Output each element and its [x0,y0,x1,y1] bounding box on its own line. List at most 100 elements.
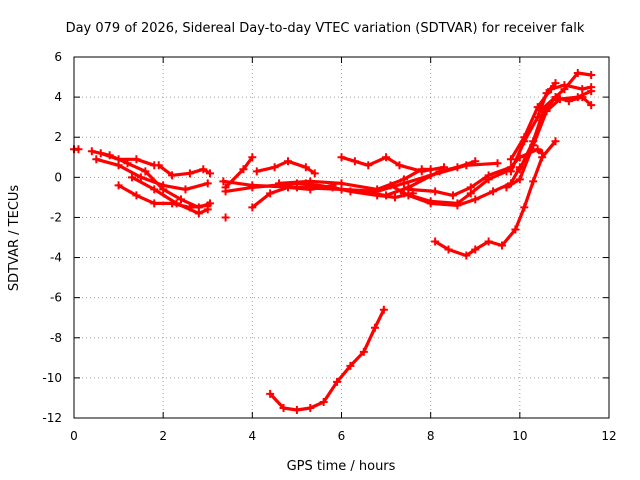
series-arc-8 [221,213,230,222]
data-point-marker [248,183,257,192]
y-tick-label: -6 [50,291,62,305]
data-point-marker [359,347,368,356]
data-point-marker [515,175,524,184]
data-point-marker [587,83,596,92]
data-point-marker [471,157,480,166]
data-point-marker [87,147,96,156]
data-point-marker [399,189,408,198]
data-point-marker [219,177,228,186]
data-point-marker [284,183,292,192]
x-tick-label: 8 [427,429,435,443]
data-point-marker [448,191,457,200]
data-point-marker [319,397,328,406]
series-arc-4 [96,149,159,170]
series-arc-19 [404,163,515,200]
data-point-marker [132,191,141,200]
y-tick-label: -2 [50,210,62,224]
data-point-marker [172,199,181,208]
data-point-marker [252,167,261,176]
data-point-marker [159,181,168,190]
data-point-marker [587,101,596,110]
data-point-marker [333,377,342,386]
data-point-marker [404,185,413,194]
series-arc-10 [219,159,502,196]
data-point-marker [266,189,275,198]
data-point-marker [136,173,145,182]
data-point-marker [337,153,346,162]
data-point-marker [199,165,208,174]
data-point-marker [551,79,560,88]
data-point-marker [74,145,83,154]
data-point-marker [453,199,462,208]
data-point-marker [275,179,284,188]
data-point-marker [301,163,310,172]
data-point-marker [529,177,538,186]
series-arc-26 [266,305,388,414]
data-point-marker [573,69,582,78]
data-point-marker [426,197,435,206]
x-tick-label: 4 [249,429,257,443]
data-point-marker [578,93,587,102]
data-point-marker [551,93,560,102]
y-tick-label: 4 [54,90,62,104]
x-axis-label: GPS time / hours [287,459,396,474]
x-tick-label: 10 [512,429,527,443]
y-tick-label: -4 [50,251,62,265]
data-point-marker [154,161,163,170]
data-point-marker [498,241,506,250]
data-point-marker [578,85,587,94]
data-point-marker [194,209,203,218]
data-point-marker [417,167,426,176]
data-point-marker [141,167,150,176]
data-point-marker [453,163,462,172]
series-arc-23 [538,69,596,114]
data-point-marker [520,137,529,146]
data-point-marker [284,157,292,166]
data-point-marker [560,85,569,94]
data-point-marker [462,251,471,260]
data-series [70,69,596,414]
data-point-marker [431,237,440,246]
data-point-marker [205,169,214,178]
data-point-marker [440,163,449,172]
data-point-marker [506,167,515,176]
data-point-marker [373,185,382,194]
data-point-marker [551,137,560,146]
data-point-marker [502,183,511,192]
data-point-marker [346,187,355,196]
series-arc-1 [70,145,83,154]
data-point-marker [239,165,248,174]
data-point-marker [132,155,141,164]
series-trace [250,183,335,209]
data-point-marker [177,195,185,204]
y-tick-label: -8 [50,331,62,345]
data-point-marker [114,181,123,190]
data-point-marker [203,179,212,188]
y-tick-label: 6 [54,50,62,64]
series-trace [509,81,558,173]
data-point-marker [248,153,257,162]
series-arc-16 [337,153,449,176]
data-point-marker [337,179,346,188]
data-point-marker [92,155,101,164]
data-point-marker [168,171,177,180]
x-tick-label: 0 [70,429,78,443]
data-point-marker [150,199,159,208]
data-point-marker [150,185,159,194]
data-point-marker [431,187,440,196]
series-arc-13 [252,157,319,178]
data-point-marker [538,153,547,162]
data-point-marker [506,155,515,164]
data-point-marker [114,155,123,164]
y-tick-label: -12 [42,411,62,425]
y-tick-label: -10 [42,371,62,385]
data-point-marker [395,161,404,170]
data-point-marker [379,305,388,314]
series-arc-6 [127,173,212,218]
data-point-marker [346,361,355,370]
data-point-marker [292,405,301,414]
data-point-marker [466,183,475,192]
data-point-marker [185,169,194,178]
data-point-marker [270,163,279,172]
x-tick-label: 6 [338,429,346,443]
